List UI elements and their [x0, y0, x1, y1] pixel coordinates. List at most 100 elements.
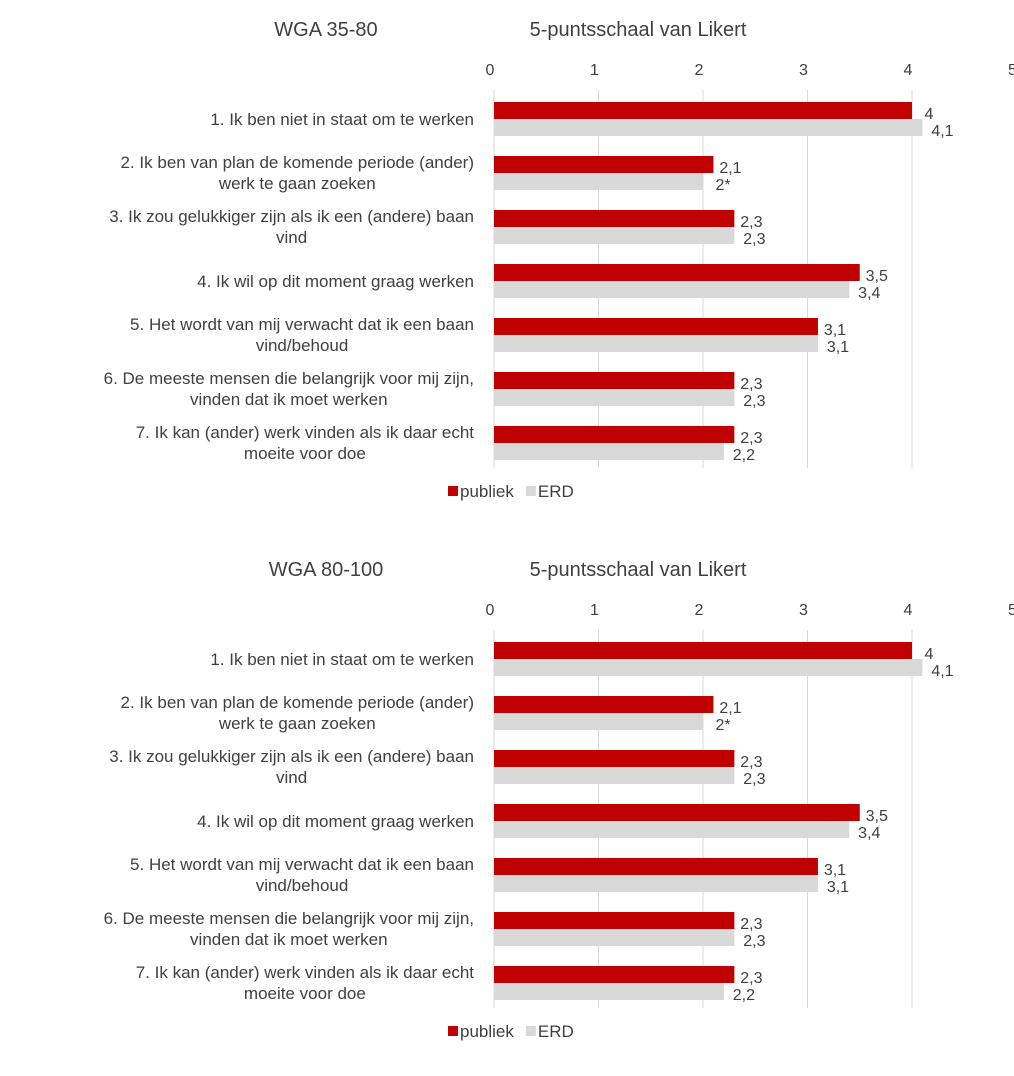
data-label-publiek: 3,1: [824, 862, 846, 879]
legend-label-publiek: publiek: [460, 482, 514, 501]
bar-publiek: [494, 372, 735, 389]
tick-label: 0: [486, 602, 495, 619]
chart-panel-2: WGA 80-100 5-puntsschaal van Likert 0 1 2 3 4 5…: [104, 559, 1014, 1041]
tick-label: 0: [486, 62, 495, 79]
bar-publiek: [494, 858, 818, 875]
category-label: 6. De meeste mensen die belangrijk voor …: [104, 369, 474, 409]
category-label: 3. Ik zou gelukkiger zijn als ik een (an…: [109, 747, 474, 787]
bar-publiek: [494, 966, 735, 983]
tick-label: 1: [590, 602, 599, 619]
data-label-ERD: 2,3: [743, 771, 765, 788]
bar-publiek: [494, 750, 735, 767]
data-label-ERD: 4,1: [931, 123, 953, 140]
data-label-ERD: 3,4: [858, 825, 880, 842]
legend-swatch-ERD: [525, 1026, 536, 1036]
bar-ERD: [494, 659, 923, 676]
data-label-ERD: 2,2: [733, 987, 755, 1004]
chart-subtitle: 5-puntsschaal van Likert: [530, 559, 747, 581]
tick-label: 5: [1008, 602, 1014, 619]
data-label-ERD: 2*: [715, 177, 730, 194]
data-label-ERD: 2*: [715, 717, 730, 734]
legend: publiek ERD: [448, 482, 574, 501]
category-label: 4. Ik wil op dit moment graag werken: [197, 812, 474, 831]
bar-ERD: [494, 821, 850, 838]
category-label: 3. Ik zou gelukkiger zijn als ik een (an…: [109, 207, 474, 247]
data-label-publiek: 3,1: [824, 322, 846, 339]
bar-publiek: [494, 804, 860, 821]
tick-label: 3: [799, 602, 808, 619]
bar-publiek: [494, 264, 860, 281]
data-label-ERD: 3,4: [858, 285, 880, 302]
bar-ERD: [494, 713, 703, 730]
data-label-ERD: 2,2: [733, 447, 755, 464]
chart-title: WGA 80-100: [269, 559, 384, 581]
bar-publiek: [494, 912, 735, 929]
chart-subtitle: 5-puntsschaal van Likert: [530, 19, 747, 41]
chart-panel-1: WGA 35-80 5-puntsschaal van Likert 0 1 2 3 4 5 1…: [104, 19, 1014, 501]
data-label-publiek: 3,5: [866, 268, 888, 285]
tick-label: 2: [695, 62, 704, 79]
chart-title: WGA 35-80: [274, 19, 377, 41]
category-label: 7. Ik kan (ander) werk vinden als ik daa…: [136, 423, 475, 463]
category-label: 1. Ik ben niet in staat om te werken: [210, 110, 474, 129]
bar-ERD: [494, 443, 724, 460]
bar-publiek: [494, 318, 818, 335]
data-label-publiek: 2,3: [740, 430, 762, 447]
legend-swatch-publiek: [448, 1026, 458, 1036]
category-label: 7. Ik kan (ander) werk vinden als ik daa…: [136, 963, 475, 1003]
bar-ERD: [494, 173, 703, 190]
bar-ERD: [494, 335, 818, 352]
bar-publiek: [494, 102, 912, 119]
data-label-ERD: 2,3: [743, 231, 765, 248]
data-label-publiek: 4: [925, 646, 934, 663]
tick-label: 5: [1008, 62, 1014, 79]
data-label-publiek: 2,3: [740, 916, 762, 933]
bar-ERD: [494, 875, 818, 892]
bar-ERD: [494, 929, 735, 946]
category-label: 6. De meeste mensen die belangrijk voor …: [104, 909, 474, 949]
legend: publiek ERD: [448, 1022, 574, 1041]
bar-publiek: [494, 696, 714, 713]
tick-label: 3: [799, 62, 808, 79]
category-label: 5. Het wordt van mij verwacht dat ik een…: [130, 315, 474, 355]
data-label-ERD: 2,3: [743, 393, 765, 410]
data-label-publiek: 2,3: [740, 214, 762, 231]
data-label-publiek: 2,3: [740, 376, 762, 393]
legend-label-ERD: ERD: [538, 1022, 574, 1041]
tick-label: 1: [590, 62, 599, 79]
legend-label-ERD: ERD: [538, 482, 574, 501]
data-label-publiek: 2,3: [740, 970, 762, 987]
data-label-publiek: 2,1: [719, 160, 741, 177]
category-label: 1. Ik ben niet in staat om te werken: [210, 650, 474, 669]
data-label-publiek: 2,3: [740, 754, 762, 771]
legend-swatch-publiek: [448, 486, 458, 496]
bar-ERD: [494, 119, 923, 136]
data-label-ERD: 4,1: [931, 663, 953, 680]
tick-label: 4: [904, 62, 913, 79]
tick-label: 4: [904, 602, 913, 619]
bar-publiek: [494, 210, 735, 227]
bar-ERD: [494, 227, 735, 244]
data-label-ERD: 3,1: [827, 879, 849, 896]
legend-label-publiek: publiek: [460, 1022, 514, 1041]
category-label: 4. Ik wil op dit moment graag werken: [197, 272, 474, 291]
category-label: 2. Ik ben van plan de komende periode (a…: [121, 153, 474, 193]
category-label: 2. Ik ben van plan de komende periode (a…: [121, 693, 474, 733]
bar-ERD: [494, 983, 724, 1000]
bar-publiek: [494, 426, 735, 443]
data-label-publiek: 4: [925, 106, 934, 123]
bar-ERD: [494, 389, 735, 406]
bar-ERD: [494, 281, 850, 298]
bar-ERD: [494, 767, 735, 784]
bar-publiek: [494, 156, 714, 173]
tick-label: 2: [695, 602, 704, 619]
category-label: 5. Het wordt van mij verwacht dat ik een…: [130, 855, 474, 895]
bar-publiek: [494, 642, 912, 659]
data-label-ERD: 2,3: [743, 933, 765, 950]
legend-swatch-ERD: [525, 486, 536, 496]
data-label-publiek: 2,1: [719, 700, 741, 717]
data-label-ERD: 3,1: [827, 339, 849, 356]
data-label-publiek: 3,5: [866, 808, 888, 825]
